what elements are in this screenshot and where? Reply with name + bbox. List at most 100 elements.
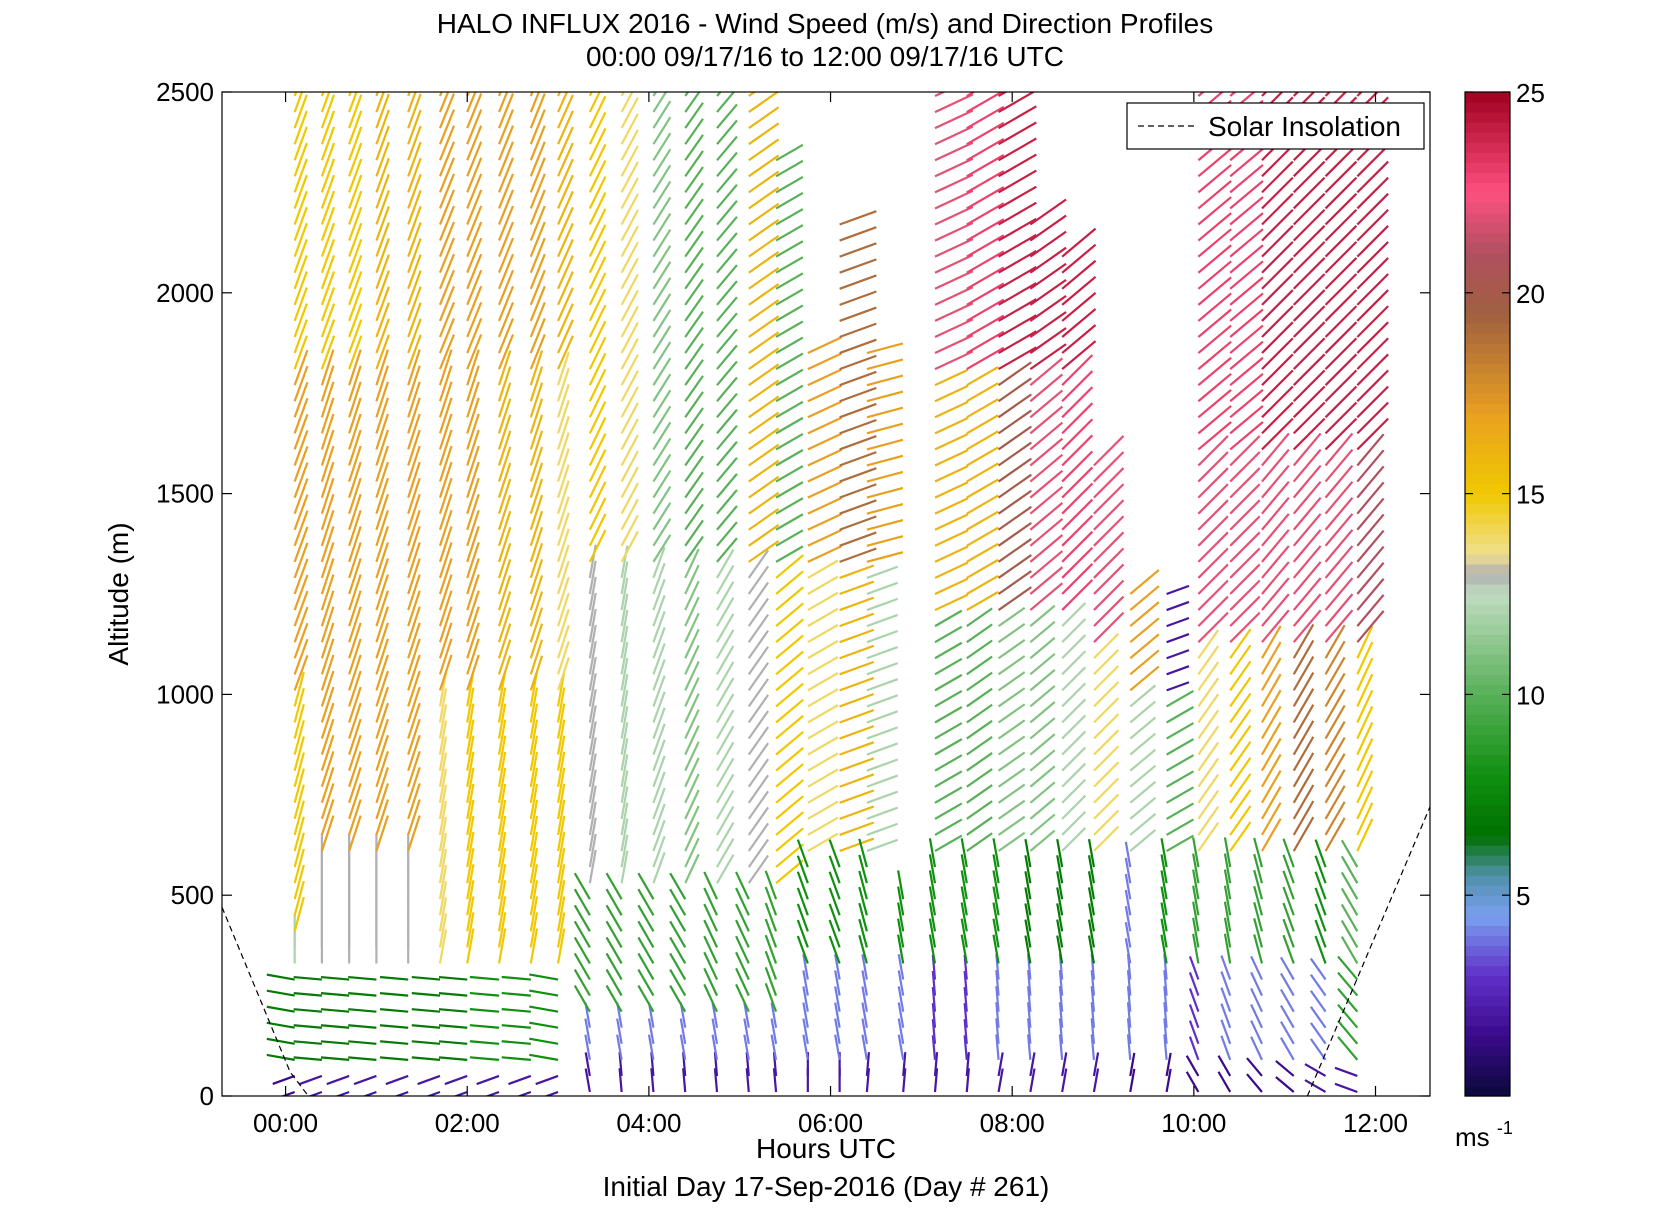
wind-barb [652, 707, 666, 739]
wind-barb [807, 736, 839, 756]
wind-barb [1029, 278, 1067, 306]
wind-barb [497, 912, 507, 948]
wind-barb [682, 1068, 687, 1093]
wind-barb [375, 92, 385, 113]
wind-barb [348, 590, 362, 627]
wind-barb [1356, 385, 1389, 419]
wind-barb [466, 767, 475, 804]
wind-barb [438, 92, 443, 97]
wind-barb [1292, 353, 1326, 386]
wind-barb [966, 218, 1005, 242]
wind-barb [1309, 957, 1327, 981]
wind-barb [616, 1034, 623, 1061]
wind-barb [293, 896, 305, 932]
wind-barb [1229, 757, 1252, 788]
wind-barb [637, 985, 655, 1013]
wind-barb [407, 590, 421, 627]
wind-barb [963, 1035, 968, 1060]
wind-barb [1229, 212, 1264, 242]
wind-barb [484, 1090, 500, 1096]
wind-barb [716, 854, 735, 884]
wind-barb [775, 465, 804, 483]
wind-barb [1261, 432, 1290, 467]
wind-barb [775, 416, 804, 435]
wind-barb [1061, 386, 1094, 419]
wind-barb [1356, 337, 1389, 370]
wind-barb [684, 596, 700, 627]
wind-barb [1340, 887, 1359, 916]
colorbar-band [1465, 935, 1510, 946]
wind-barb [498, 253, 515, 290]
wind-barb [573, 952, 591, 981]
wind-barb [320, 783, 335, 820]
wind-barb [839, 258, 877, 274]
wind-barb [320, 190, 336, 225]
wind-barb [348, 975, 377, 981]
wind-barb [716, 709, 735, 740]
wind-barb [438, 141, 455, 177]
wind-barb [1261, 144, 1294, 178]
wind-barb [928, 918, 937, 948]
wind-barb [1192, 933, 1200, 964]
wind-barb [438, 269, 455, 306]
wind-barb [1229, 595, 1261, 627]
colorbar-band [1465, 614, 1510, 625]
wind-barb [529, 591, 544, 627]
wind-barb [466, 687, 475, 723]
wind-barb [438, 881, 448, 916]
wind-barb [684, 757, 700, 788]
wind-barb [497, 687, 507, 723]
wind-barb [684, 134, 704, 161]
wind-barb [1188, 955, 1200, 980]
wind-barb [1058, 970, 1064, 996]
wind-barb [1197, 611, 1229, 643]
wind-barb [588, 368, 607, 402]
colorbar-band [1465, 192, 1510, 204]
wind-barb [834, 1018, 841, 1044]
wind-barb [348, 1056, 377, 1061]
wind-barb [858, 854, 868, 884]
colorbar-band [1465, 533, 1510, 545]
wind-barb [934, 221, 974, 242]
colorbar-band [1465, 172, 1510, 183]
wind-barb [466, 654, 480, 691]
wind-barb [452, 1090, 468, 1096]
wind-barb [1282, 934, 1295, 964]
wind-barb [931, 1035, 937, 1060]
wind-barb [807, 545, 843, 563]
wind-barb [703, 871, 719, 900]
wind-barb [1229, 451, 1261, 483]
wind-barb [320, 815, 335, 852]
wind-barb [1292, 257, 1326, 290]
wind-barb [1324, 432, 1354, 467]
wind-barb [348, 349, 362, 386]
wind-barb [1324, 192, 1358, 226]
wind-barb [1261, 657, 1282, 691]
wind-barb [438, 1008, 468, 1013]
wind-barb [1250, 1020, 1263, 1045]
wind-barb [438, 848, 448, 884]
wind-barb [997, 799, 1026, 820]
wind-barb [669, 936, 687, 965]
wind-barb [438, 816, 448, 852]
wind-barb [775, 843, 804, 868]
wind-barb [1027, 970, 1032, 996]
wind-barb [1261, 721, 1282, 756]
wind-barb [438, 477, 453, 515]
wind-barb [1029, 582, 1064, 611]
colorbar-band [1465, 1015, 1510, 1027]
colorbar-band [1465, 624, 1510, 635]
wind-barb [1093, 467, 1125, 499]
wind-barb [1334, 1082, 1358, 1094]
wind-barb [995, 1018, 1000, 1044]
wind-barb [775, 432, 804, 451]
colorbar-band [1465, 493, 1510, 505]
wind-barb [839, 564, 875, 579]
wind-barb [620, 577, 629, 611]
wind-barb [866, 726, 899, 740]
wind-barb [669, 888, 687, 916]
wind-barb [557, 351, 570, 386]
wind-barb [529, 896, 539, 932]
wind-barb [775, 650, 804, 676]
wind-barb [1356, 289, 1389, 322]
